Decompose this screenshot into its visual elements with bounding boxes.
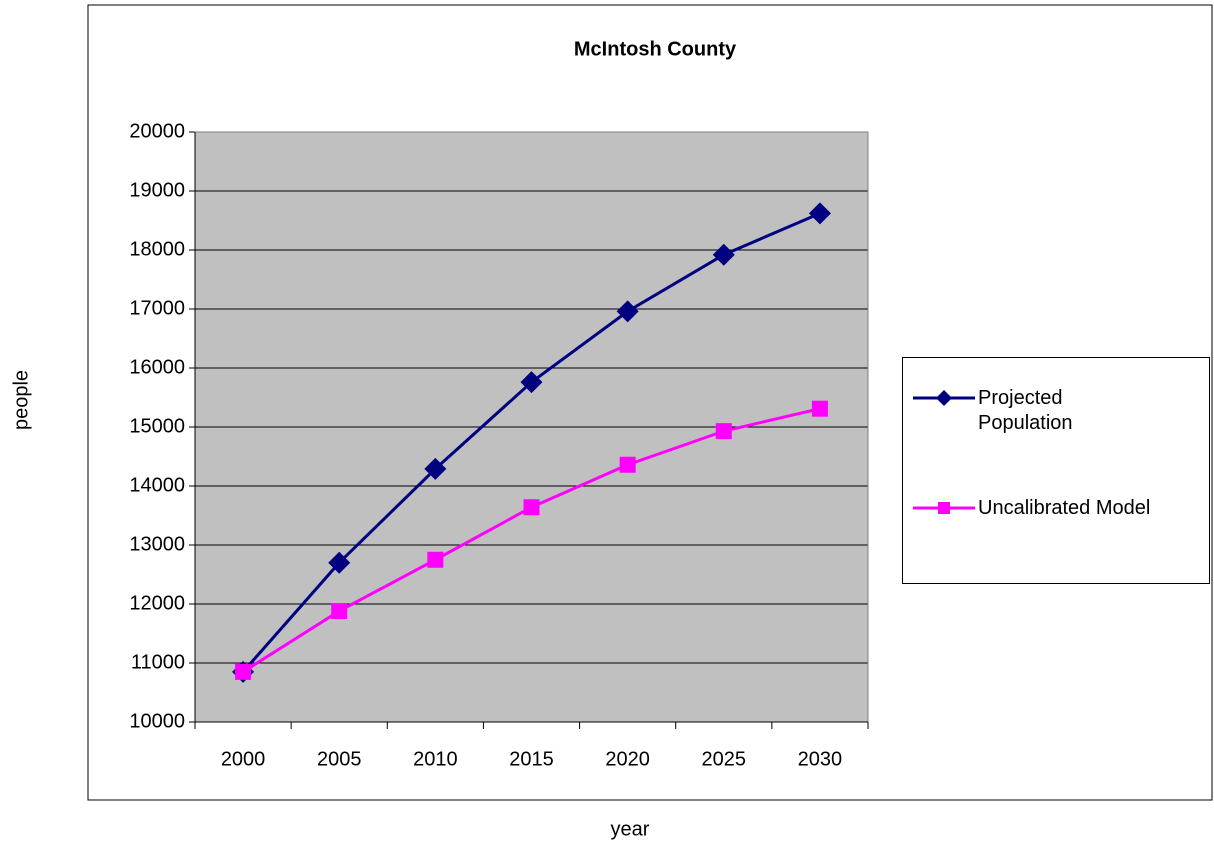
legend-swatch [913,502,975,514]
diamond-marker [712,243,735,266]
x-tick-label: 2005 [317,748,362,770]
square-marker [235,663,252,680]
y-tick-label: 15000 [129,415,185,437]
diamond-marker [808,202,831,225]
x-tick-label: 2030 [798,748,843,770]
y-tick-label: 18000 [129,238,185,260]
legend: Projected Population Uncalibrated Model [902,357,1210,584]
square-marker [427,551,444,568]
diamond-marker [328,551,351,574]
y-tick-label: 14000 [129,474,185,496]
x-axis-label: year [611,818,650,840]
chart-title: McIntosh County [574,38,737,60]
y-tick-label: 12000 [129,592,185,614]
square-marker [619,456,636,473]
y-tick-label: 10000 [129,710,185,732]
y-tick-label: 13000 [129,533,185,555]
diamond-marker [520,371,543,394]
y-tick-label: 19000 [129,179,185,201]
y-tick-label: 17000 [129,297,185,319]
x-tick-label: 2025 [702,748,747,770]
y-tick-label: 20000 [129,120,185,142]
y-tick-label: 11000 [131,651,185,673]
diamond-marker [616,300,639,323]
legend-entry: Projected Population [913,386,1118,436]
x-tick-label: 2020 [605,748,650,770]
square-marker [331,603,348,620]
legend-entry: Uncalibrated Model [913,496,1150,521]
square-marker [811,400,828,417]
legend-label: Projected Population [978,387,1073,434]
diamond-marker [424,457,447,480]
x-tick-label: 2015 [509,748,554,770]
y-axis-label: people [10,370,32,430]
x-tick-label: 2000 [221,748,266,770]
square-marker [715,423,732,440]
legend-label: Uncalibrated Model [978,497,1151,519]
legend-swatch [913,390,975,406]
x-tick-label: 2010 [413,748,458,770]
square-marker [523,499,540,516]
y-tick-label: 16000 [129,356,185,378]
